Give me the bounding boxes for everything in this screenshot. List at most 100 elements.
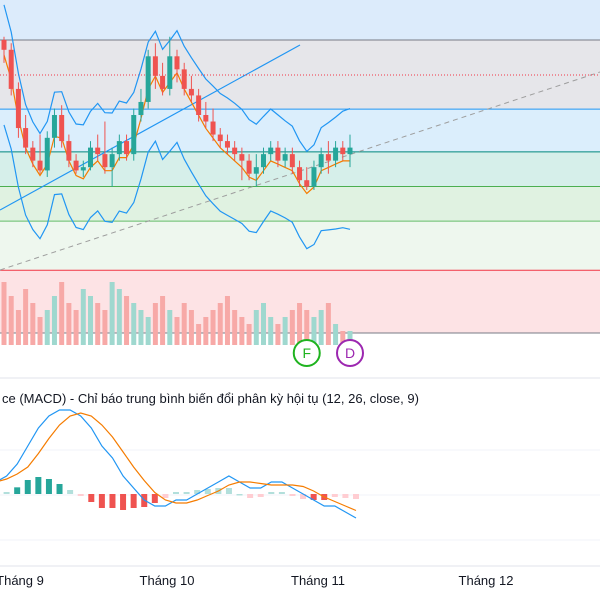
candle xyxy=(261,147,266,174)
volume-bar xyxy=(124,296,130,345)
candle xyxy=(23,115,29,155)
fib-fill-level-0.618 xyxy=(0,221,600,271)
volume-bar xyxy=(167,310,173,345)
candle-body xyxy=(253,167,259,174)
candle xyxy=(73,154,79,174)
volume-bar xyxy=(59,282,65,345)
candle xyxy=(88,141,93,171)
candle-body xyxy=(66,141,72,161)
volume-bar xyxy=(37,317,43,345)
candle-body xyxy=(210,121,216,135)
candle xyxy=(239,147,245,181)
volume-bar xyxy=(138,310,144,345)
candle xyxy=(318,147,324,174)
macd-hist-bar xyxy=(24,480,31,494)
candle xyxy=(297,160,303,187)
candle-body xyxy=(318,154,324,168)
candle xyxy=(145,49,151,109)
macd-histogram xyxy=(3,477,359,510)
candle xyxy=(138,88,144,122)
candle-body xyxy=(37,160,43,171)
macd-hist-bar xyxy=(257,494,264,497)
candle xyxy=(210,108,216,142)
solid-trendline[interactable] xyxy=(0,44,301,211)
volume-bar xyxy=(44,310,50,345)
candle-body xyxy=(152,56,158,76)
macd-hist-bar xyxy=(98,494,105,508)
volume-bar xyxy=(88,296,93,345)
candle-body xyxy=(174,56,180,70)
candle-body xyxy=(340,147,346,155)
candle-body xyxy=(232,147,238,155)
macd-hist-bar xyxy=(278,492,285,494)
volume-bar xyxy=(318,310,324,345)
candle-body xyxy=(203,115,209,122)
bollinger-upper xyxy=(3,4,351,153)
macd-panel: ce (MACD) - Chỉ báo trung bình biến đổi … xyxy=(0,391,600,541)
marker-label: D xyxy=(345,345,355,361)
candle-body xyxy=(325,154,331,161)
candle-body xyxy=(311,167,317,187)
candle-body xyxy=(239,154,245,161)
candle-body xyxy=(80,167,86,171)
candle xyxy=(80,160,86,177)
volume-bar xyxy=(23,289,29,345)
volume-bar xyxy=(1,282,7,345)
candle-body xyxy=(282,154,288,161)
marker-circle xyxy=(336,339,364,367)
candle-body xyxy=(109,154,115,168)
candle xyxy=(1,36,7,63)
fib-fill-level-0.236 xyxy=(0,109,600,152)
volume-bar xyxy=(224,296,230,345)
candle xyxy=(95,134,101,161)
candle-body xyxy=(138,101,144,115)
candle xyxy=(181,62,187,96)
candlestick-series[interactable] xyxy=(1,36,353,190)
candle xyxy=(268,141,274,161)
candle-body xyxy=(347,147,353,155)
volume-bar xyxy=(15,310,21,345)
candle-body xyxy=(145,56,151,102)
candle xyxy=(109,147,115,187)
volume-bar xyxy=(289,310,295,345)
candle xyxy=(124,134,130,161)
candle xyxy=(188,75,194,102)
macd-hist-bar xyxy=(268,492,275,494)
volume-bar xyxy=(239,317,245,345)
volume-bar xyxy=(174,317,180,345)
volume-bar xyxy=(232,310,238,345)
candle xyxy=(102,121,108,174)
candle-body xyxy=(88,147,93,168)
volume-bar xyxy=(188,310,194,345)
volume-bar xyxy=(282,317,288,345)
macd-hist-bar xyxy=(109,494,116,508)
volume-bar xyxy=(217,303,223,345)
x-tick-dec: Tháng 12 xyxy=(459,573,514,588)
candle-body xyxy=(297,167,303,181)
volume-bar xyxy=(333,324,339,345)
volume-bar xyxy=(210,310,216,345)
x-tick-nov: Tháng 11 xyxy=(291,573,345,588)
candle-body xyxy=(102,154,108,168)
volume-bar xyxy=(131,303,137,345)
volume-bar xyxy=(297,303,303,345)
macd-hist-bar xyxy=(353,494,359,499)
volume-bar xyxy=(102,310,108,345)
candle xyxy=(232,141,238,161)
volume-bar xyxy=(66,303,72,345)
candle-body xyxy=(167,56,173,89)
candle-body xyxy=(261,154,266,168)
volume-bar xyxy=(116,289,122,345)
volume-bar xyxy=(109,282,115,345)
volume-bar xyxy=(253,310,259,345)
volume-bar xyxy=(145,317,151,345)
volume-bar xyxy=(268,317,274,345)
candle-body xyxy=(275,147,281,161)
candle xyxy=(224,134,230,155)
macd-hist-bar xyxy=(130,494,137,508)
volume-bar xyxy=(261,303,266,345)
signal-line xyxy=(0,412,357,512)
candle xyxy=(15,82,21,138)
